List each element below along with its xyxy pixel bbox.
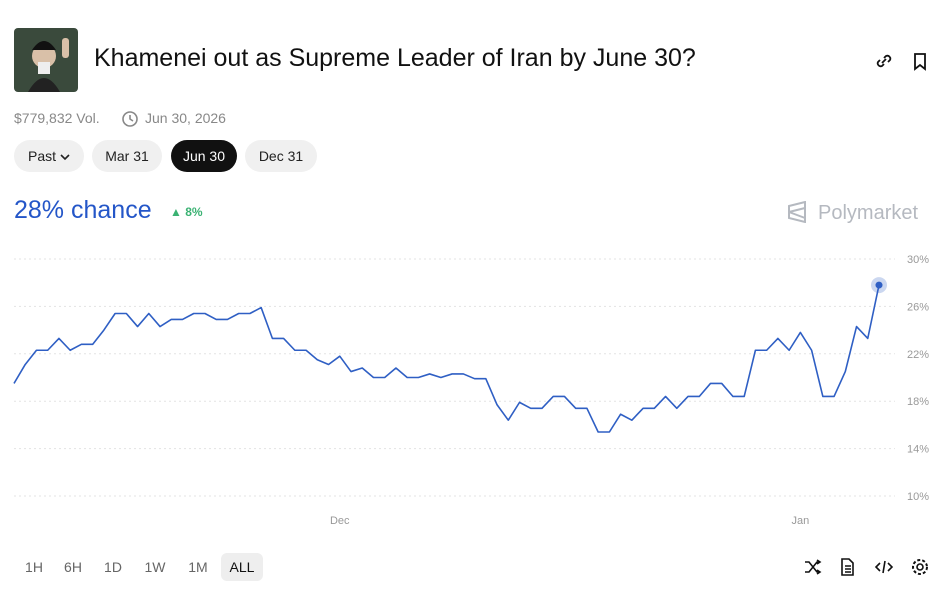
tab-label: Dec 31 — [258, 148, 304, 164]
chance-change: ▲ 8% — [170, 205, 203, 219]
volume: $779,832 Vol. — [14, 110, 100, 126]
settings-icon[interactable] — [912, 559, 928, 575]
y-tick-label: 22% — [907, 349, 929, 361]
date-tab[interactable]: Mar 31 — [92, 140, 162, 172]
range-button[interactable]: 1H — [25, 559, 43, 575]
y-tick-label: 26% — [907, 301, 929, 313]
range-button[interactable]: 1M — [188, 559, 208, 575]
chart-tools — [805, 558, 928, 576]
brand-name: Polymarket — [818, 202, 919, 224]
x-tick-label: Jan — [791, 515, 809, 527]
y-tick-label: 18% — [907, 396, 929, 408]
shuffle-icon[interactable] — [805, 559, 822, 575]
date-tab[interactable]: Dec 31 — [245, 140, 317, 172]
change-value: 8% — [185, 205, 203, 219]
embed-icon[interactable] — [874, 560, 894, 574]
clock-icon — [122, 111, 138, 127]
market-title: Khamenei out as Supreme Leader of Iran b… — [94, 44, 696, 72]
y-tick-label: 30% — [907, 254, 929, 266]
bookmark-icon[interactable] — [910, 51, 930, 71]
range-button[interactable]: 1D — [104, 559, 122, 575]
chevron — [60, 154, 70, 161]
range-button[interactable]: 6H — [64, 559, 82, 575]
avatar — [14, 28, 78, 92]
link-icon[interactable] — [874, 51, 894, 71]
date-tab[interactable]: Jun 30 — [171, 140, 237, 172]
series-line — [13, 284, 880, 433]
y-tick-label: 14% — [907, 444, 929, 456]
tab-label: Jun 30 — [182, 148, 226, 164]
chance-headline: 28% chance — [14, 196, 152, 224]
range-button[interactable]: 1W — [144, 559, 166, 575]
tab-label: Mar 31 — [105, 148, 149, 164]
end-date: Jun 30, 2026 — [145, 110, 226, 126]
range-button[interactable]: ALL — [221, 553, 263, 581]
brand-logo — [788, 201, 806, 223]
doc-icon[interactable] — [841, 558, 854, 576]
tab-label: Past — [28, 148, 57, 164]
last-point — [875, 281, 883, 289]
date-tab[interactable]: Past — [14, 140, 84, 172]
x-tick-label: Dec — [330, 515, 350, 527]
y-tick-label: 10% — [907, 491, 929, 503]
